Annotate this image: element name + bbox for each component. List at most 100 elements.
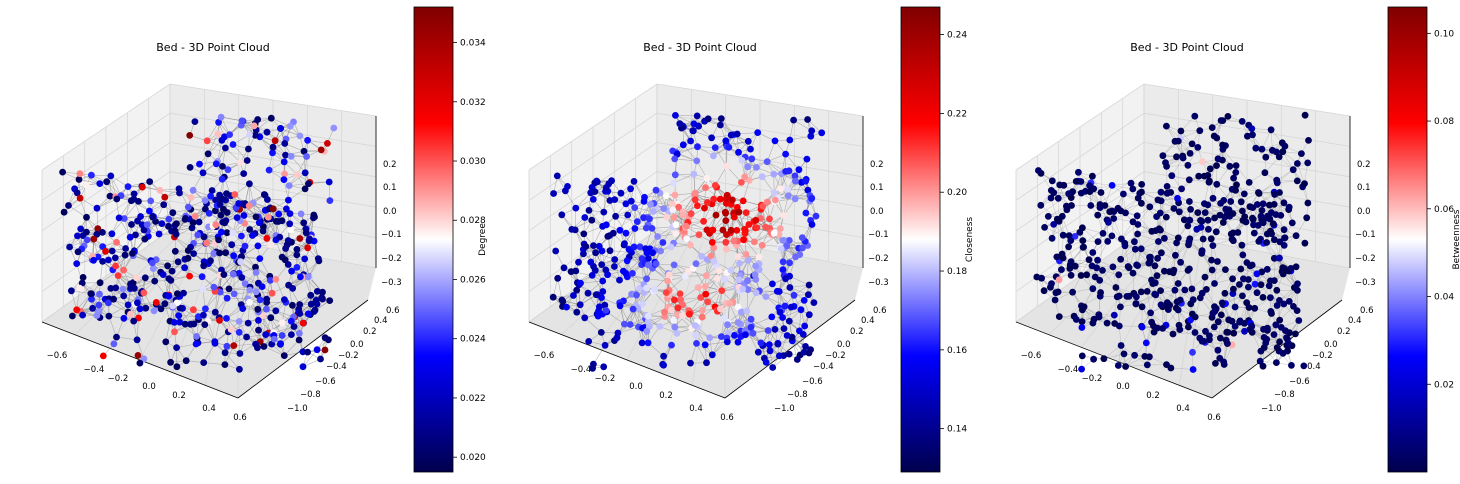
- node-point: [141, 274, 149, 282]
- node-point: [747, 323, 755, 331]
- edge: [203, 362, 225, 365]
- node-point: [120, 266, 127, 274]
- node-point: [88, 171, 95, 179]
- x-tick-label: −0.6: [47, 351, 68, 361]
- edge: [593, 345, 606, 365]
- node-point: [135, 314, 142, 322]
- node-point: [207, 192, 215, 200]
- node-point: [237, 258, 245, 266]
- edge: [221, 232, 226, 253]
- node-point: [172, 230, 180, 238]
- node-point: [769, 364, 777, 371]
- node-point: [276, 233, 284, 241]
- node-point: [263, 128, 271, 136]
- node-point: [605, 180, 613, 188]
- node-point: [575, 258, 582, 266]
- node-point: [223, 229, 231, 237]
- node-point: [188, 224, 196, 232]
- node-point: [99, 229, 106, 236]
- node-point: [702, 290, 710, 298]
- y-tick-label: −0.8: [300, 390, 321, 400]
- node-point: [199, 169, 207, 177]
- node-point: [711, 182, 719, 189]
- node-point: [96, 290, 103, 298]
- node-point: [83, 236, 91, 244]
- node-point: [212, 160, 220, 168]
- node-point: [115, 214, 123, 222]
- node-point: [779, 258, 787, 266]
- node-point: [256, 296, 264, 304]
- node-point: [640, 197, 648, 205]
- node-point: [672, 221, 680, 229]
- node-point: [162, 338, 170, 346]
- node-point: [549, 293, 557, 301]
- edge: [108, 302, 129, 313]
- node-point: [299, 363, 307, 371]
- panel-3: Bed - 3D Point Cloud−0.6−0.4−0.20.00.20.…: [1015, 6, 1460, 473]
- grid-line: [107, 235, 193, 348]
- node-point: [708, 239, 716, 246]
- node-point: [692, 260, 700, 267]
- node-point: [221, 361, 229, 368]
- node-point: [818, 129, 826, 137]
- edge: [233, 343, 256, 346]
- node-point: [623, 257, 631, 265]
- node-point: [200, 262, 208, 270]
- node-point: [616, 226, 624, 234]
- chart-title: Bed - 3D Point Cloud: [1130, 41, 1243, 54]
- y-tick-label: −1.0: [1261, 404, 1282, 414]
- node-point: [267, 241, 274, 249]
- node-point: [587, 258, 595, 266]
- node-point: [602, 266, 610, 274]
- node-point: [282, 151, 289, 159]
- node-point: [799, 244, 806, 252]
- node-point: [749, 329, 757, 337]
- node-point: [79, 232, 87, 240]
- node-point: [158, 220, 166, 228]
- node-point: [281, 140, 289, 147]
- node-point: [243, 333, 251, 341]
- edge: [726, 140, 749, 145]
- y-tick-label: −0.2: [1312, 351, 1333, 361]
- node-point: [175, 312, 183, 319]
- node-point: [136, 305, 144, 313]
- node-point: [280, 176, 288, 184]
- node-point: [211, 340, 219, 347]
- z-tick-label: −0.2: [1355, 254, 1376, 264]
- colorbar-tick-label: 0.16: [947, 346, 967, 356]
- edge: [793, 119, 812, 132]
- node-point: [720, 314, 728, 322]
- node-point: [60, 208, 68, 216]
- node-point: [716, 195, 724, 203]
- edge: [240, 283, 246, 305]
- node-point: [721, 276, 729, 283]
- node-point: [741, 173, 749, 181]
- node-point: [304, 136, 311, 144]
- node-point: [220, 205, 227, 213]
- node-point: [790, 116, 797, 124]
- colorbar-tick-label: 0.028: [460, 216, 486, 226]
- node-point: [704, 298, 712, 306]
- edge: [229, 288, 250, 291]
- node-point: [140, 355, 148, 363]
- node-point: [722, 209, 729, 217]
- y-tick-label: 0.2: [363, 327, 377, 337]
- node-point: [107, 172, 115, 180]
- node-point: [250, 122, 258, 130]
- edge: [748, 332, 759, 353]
- node-point: [649, 208, 657, 215]
- node-point: [73, 260, 81, 267]
- node-point: [742, 209, 750, 217]
- node-point: [687, 359, 694, 367]
- y-tick-label: −0.6: [1289, 377, 1310, 387]
- node-point: [638, 339, 646, 347]
- node-point: [730, 213, 738, 221]
- node-point: [752, 216, 760, 224]
- node-point: [83, 213, 90, 221]
- node-point: [231, 191, 239, 198]
- node-point: [723, 338, 731, 346]
- node-point: [127, 310, 134, 318]
- y-tick-label: 0.4: [1348, 316, 1362, 326]
- node-point: [223, 294, 231, 302]
- edge: [79, 173, 100, 184]
